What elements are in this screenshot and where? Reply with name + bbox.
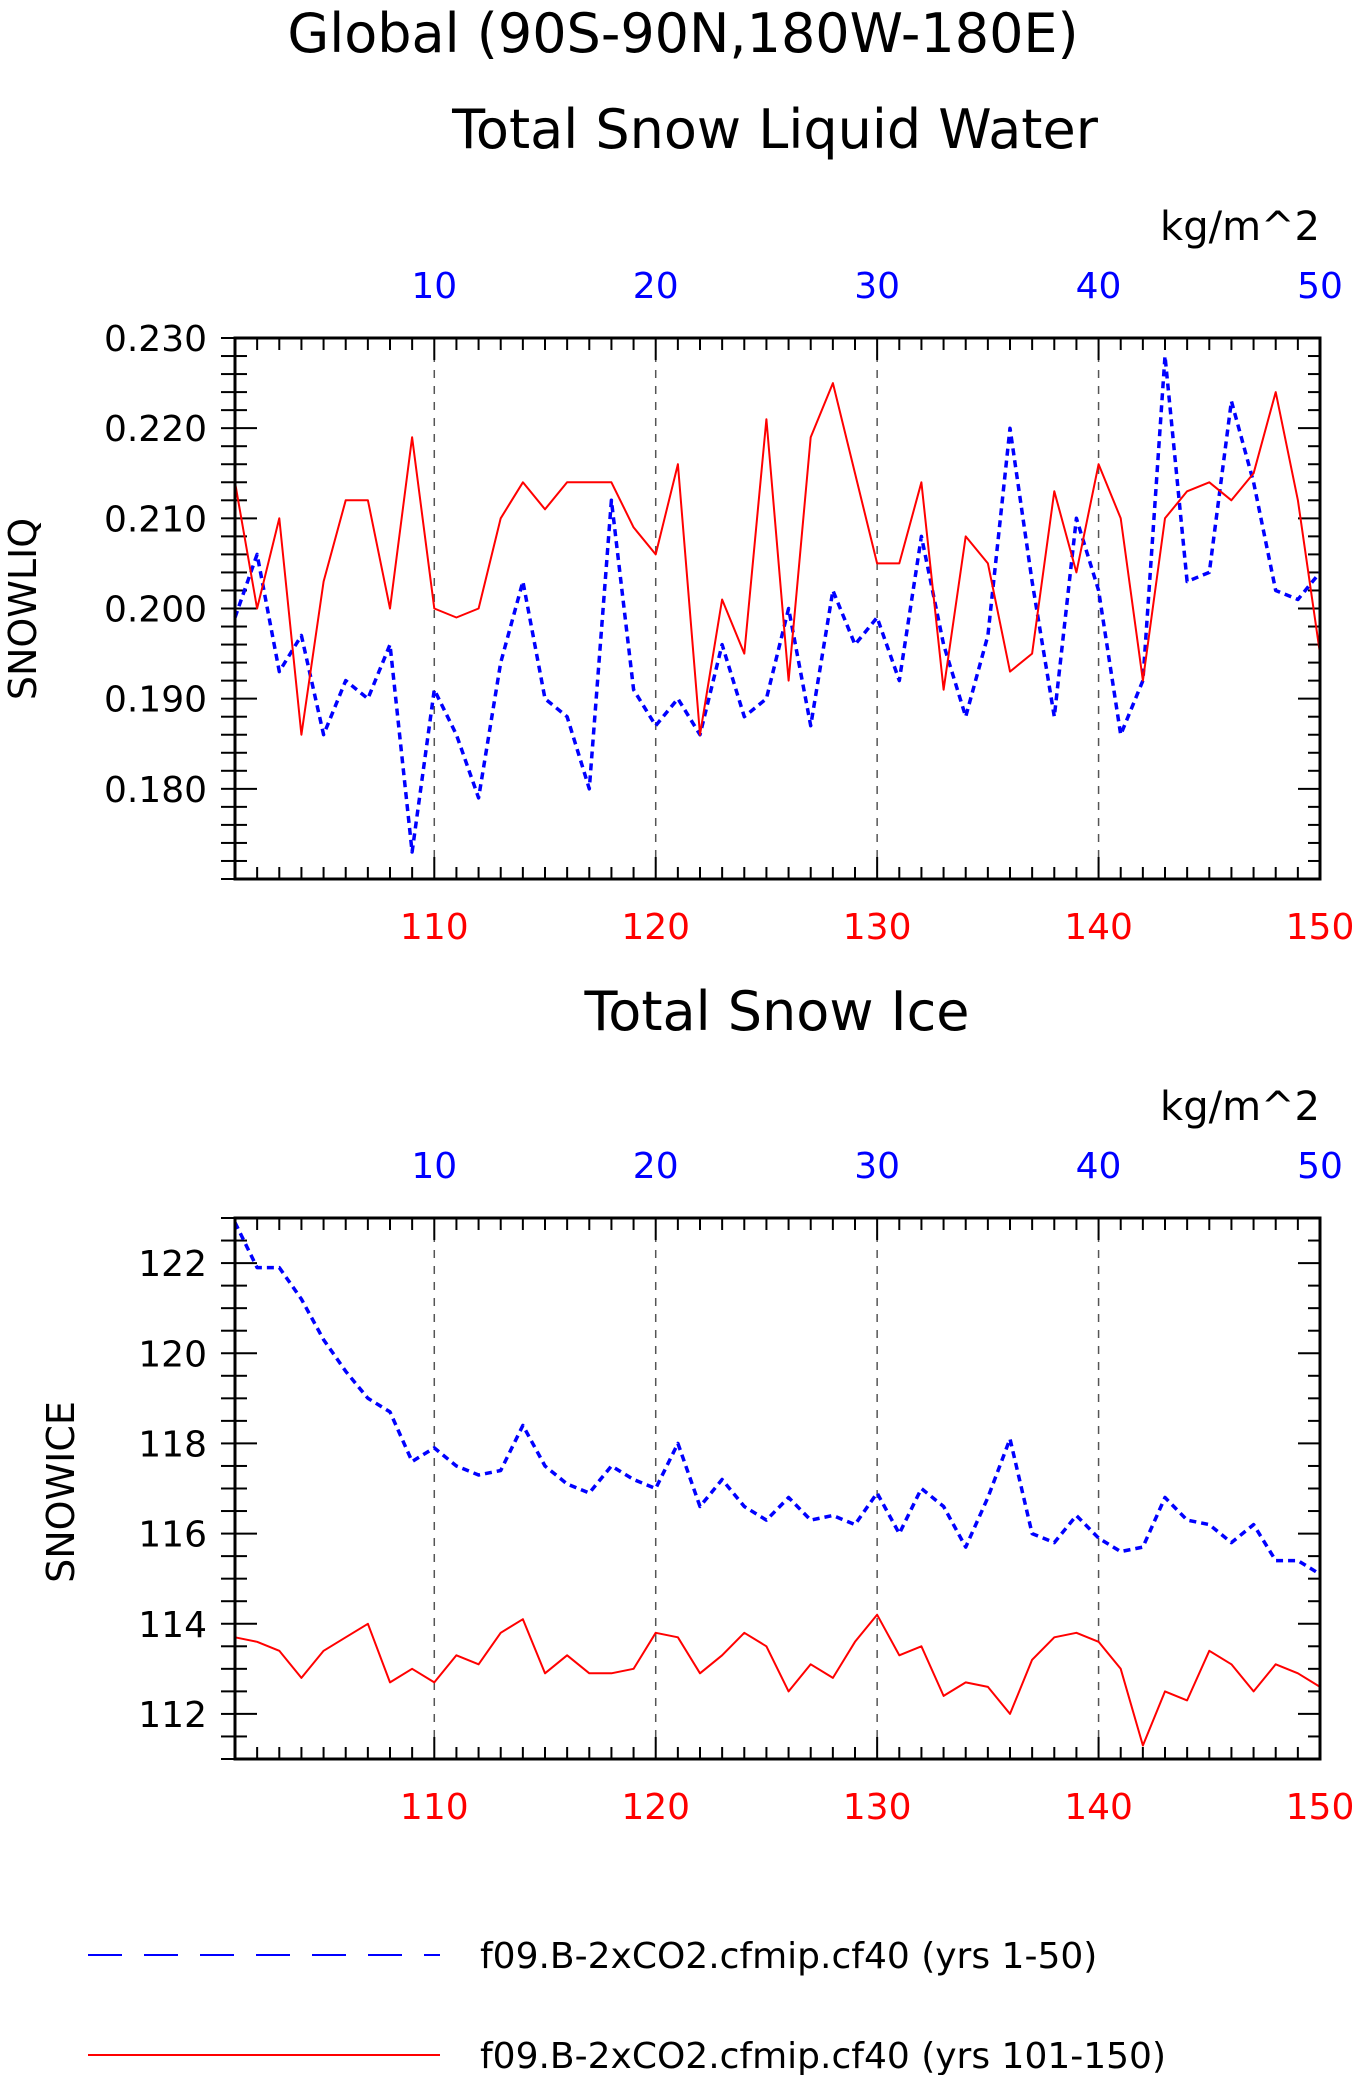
x-bottom-tick-label: 130 <box>843 1787 912 1828</box>
x-top-tick-label: 40 <box>1076 266 1122 307</box>
panel-snowice: Total Snow Ice kg/m^2 SNOWICE 112 114 116 1… <box>39 980 1354 1828</box>
x-top-tick-label: 50 <box>1297 266 1343 307</box>
x-bottom-tick-label: 110 <box>400 907 469 948</box>
y-tick-label: 112 <box>138 1695 207 1736</box>
y-tick-label: 114 <box>138 1605 207 1646</box>
x-top-tick-label: 10 <box>411 266 457 307</box>
y-tick-label: 0.230 <box>104 319 207 360</box>
x-bottom-tick-label: 120 <box>621 907 690 948</box>
figure-title: Global (90S-90N,180W-180E) <box>287 2 1078 65</box>
series-line-yrs-101-150 <box>234 382 1321 736</box>
series-line-yrs-101-150 <box>234 1613 1321 1747</box>
x-bottom-tick-label: 120 <box>621 1787 690 1828</box>
x-bottom-tick-label: 140 <box>1064 1787 1133 1828</box>
panel-title-snowice: Total Snow Ice <box>584 980 970 1043</box>
plot-frame-snowice <box>233 1216 1322 1761</box>
legend-label-red: f09.B-2xCO2.cfmip.cf40 (yrs 101-150) <box>480 2036 1166 2075</box>
legend-label-blue: f09.B-2xCO2.cfmip.cf40 (yrs 1-50) <box>480 1936 1097 1977</box>
y-tick-label: 0.210 <box>104 499 207 540</box>
y-tick-label: 116 <box>138 1515 207 1556</box>
y-tick-label: 118 <box>138 1424 207 1465</box>
y-tick-label: 0.200 <box>104 590 207 631</box>
units-label-snowice: kg/m^2 <box>1160 1084 1320 1130</box>
x-top-tick-label: 30 <box>854 1146 900 1187</box>
y-tick-label: 0.190 <box>104 680 207 721</box>
x-top-tick-label: 40 <box>1076 1146 1122 1187</box>
x-bottom-tick-label: 150 <box>1286 907 1355 948</box>
y-tick-label: 122 <box>138 1244 207 1285</box>
series-line-yrs-1-50 <box>233 1221 1321 1576</box>
panel-title-snowliq: Total Snow Liquid Water <box>451 98 1099 161</box>
units-label-snowliq: kg/m^2 <box>1160 204 1320 250</box>
x-top-tick-label: 50 <box>1297 1146 1343 1187</box>
y-axis-label-snowice: SNOWICE <box>39 1401 83 1583</box>
x-bottom-tick-label: 140 <box>1064 907 1133 948</box>
x-top-tick-label: 30 <box>854 266 900 307</box>
series-line-yrs-1-50 <box>233 354 1322 854</box>
x-top-tick-label: 10 <box>411 1146 457 1187</box>
legend: f09.B-2xCO2.cfmip.cf40 (yrs 1-50) f09.B-… <box>88 1936 1166 2075</box>
x-bottom-tick-label: 130 <box>843 907 912 948</box>
x-top-tick-label: 20 <box>633 266 679 307</box>
panel-snowliq: Total Snow Liquid Water kg/m^2 SNOWLIQ 0… <box>1 98 1354 948</box>
x-bottom-tick-label: 150 <box>1286 1787 1355 1828</box>
plot-frame-snowliq <box>233 336 1322 881</box>
x-bottom-tick-label: 110 <box>400 1787 469 1828</box>
y-tick-label: 0.220 <box>104 409 207 450</box>
x-top-tick-label: 20 <box>633 1146 679 1187</box>
y-tick-label: 0.180 <box>104 770 207 811</box>
y-tick-label: 120 <box>138 1334 207 1375</box>
y-axis-label-snowliq: SNOWLIQ <box>1 518 45 700</box>
